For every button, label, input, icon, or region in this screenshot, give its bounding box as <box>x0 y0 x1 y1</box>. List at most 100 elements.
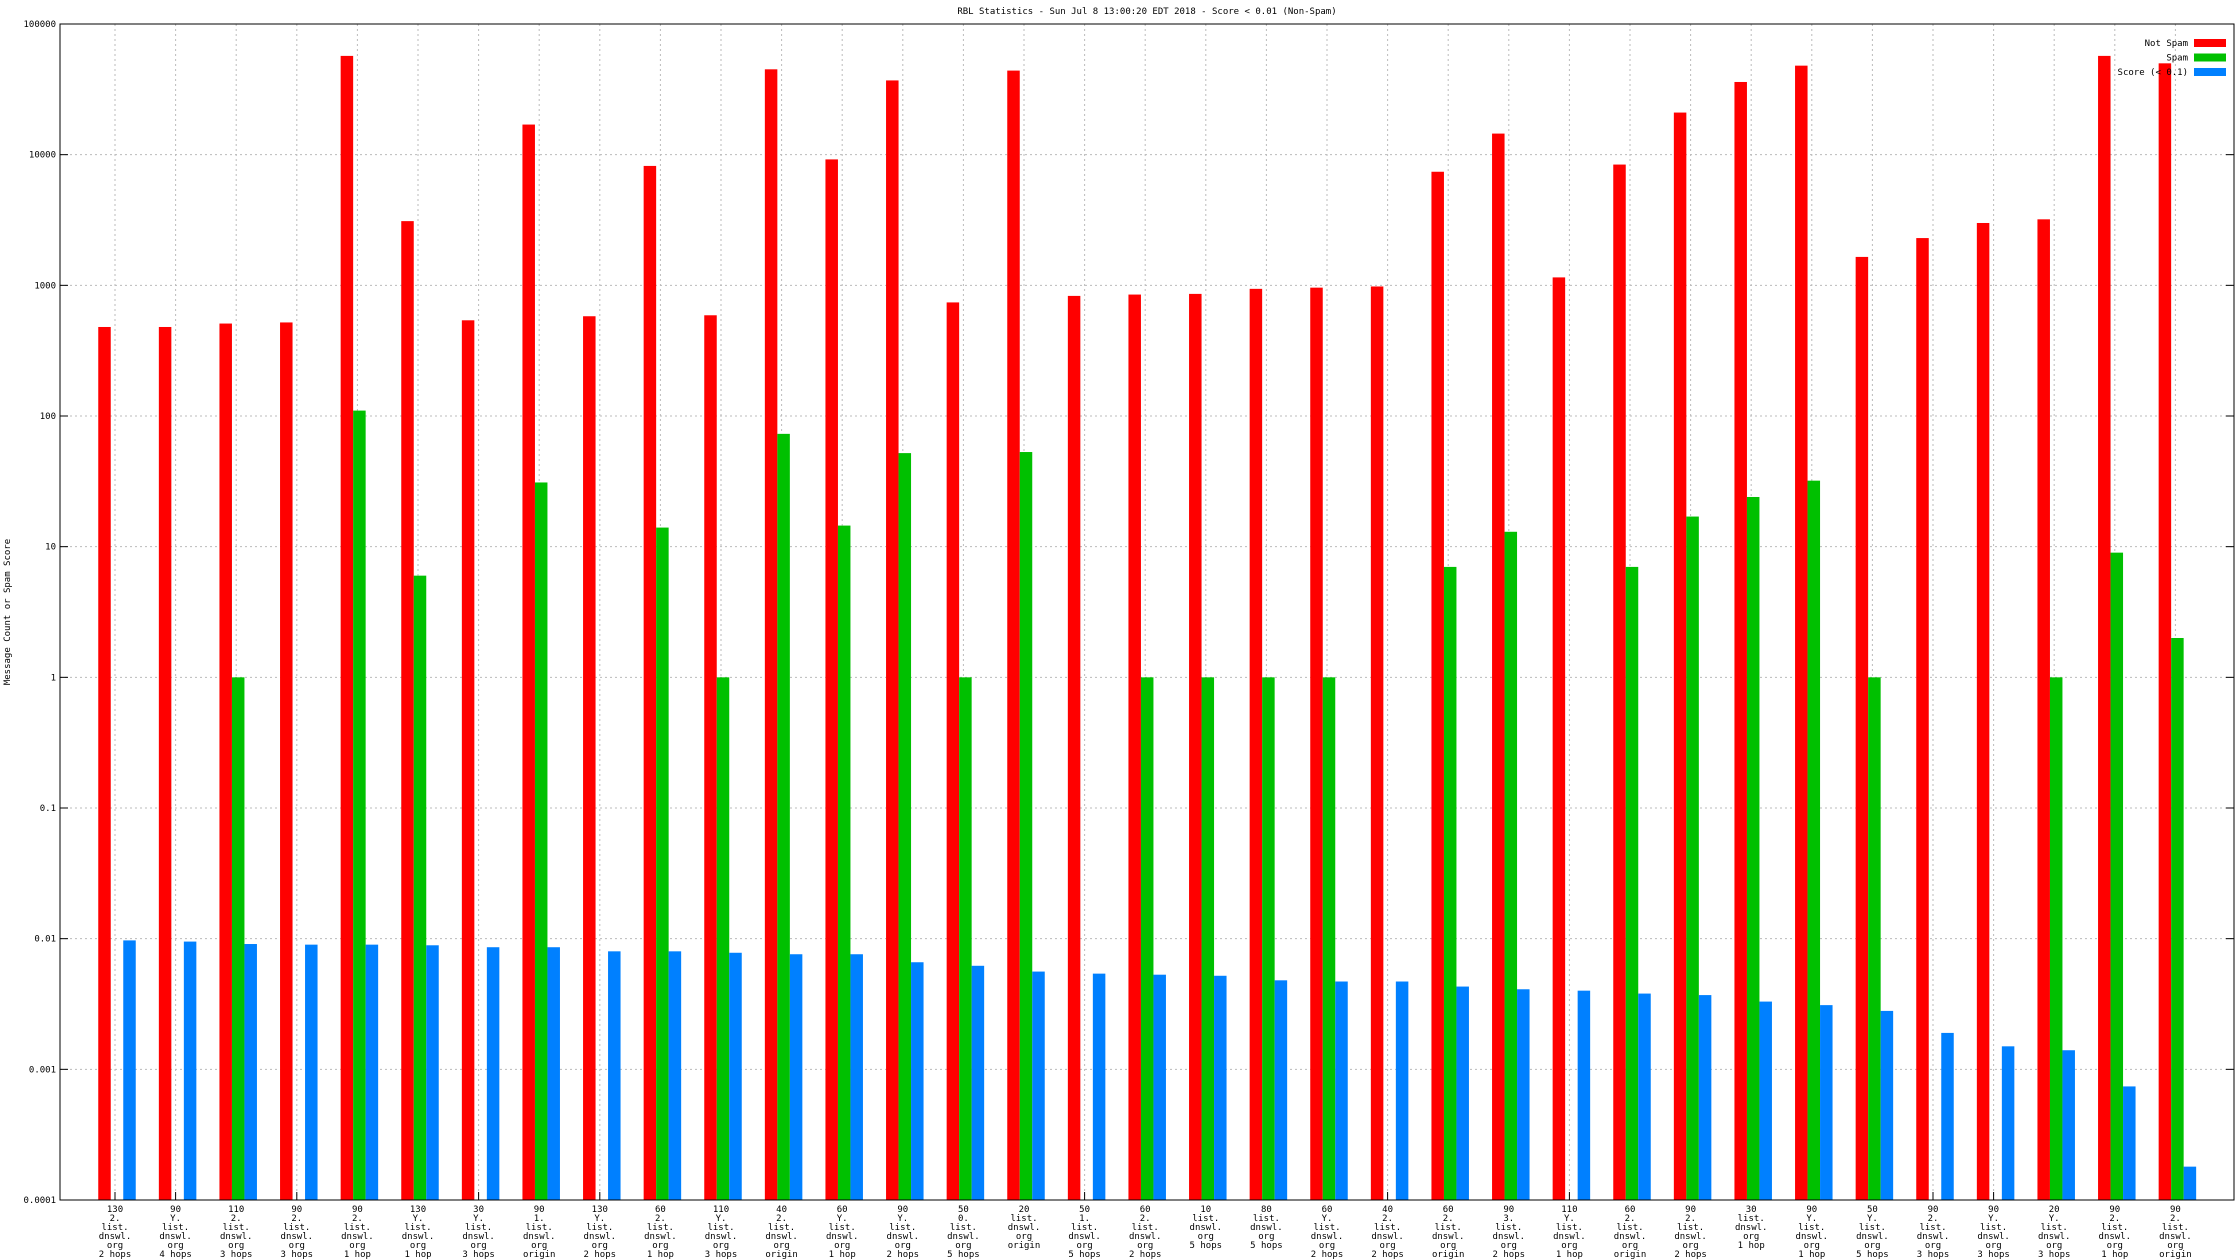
chart-title: RBL Statistics - Sun Jul 8 13:00:20 EDT … <box>957 7 1336 17</box>
bar <box>2110 552 2124 1200</box>
bar <box>426 945 439 1200</box>
y-tick-label: 1000 <box>34 281 56 291</box>
bar <box>1698 995 1712 1200</box>
plot-frame <box>59 23 2235 1201</box>
x-tick-label: 60 2. list. dnswl. org origin <box>1614 1205 1647 1260</box>
bar <box>2062 1050 2075 1200</box>
bar <box>1795 65 1808 1201</box>
y-tick-label: 0.0001 <box>23 1196 56 1206</box>
x-tick-label: 90 Y. list. dnswl. org 1 hop <box>1796 1205 1829 1260</box>
bar <box>789 954 803 1200</box>
legend-label: Score (< 0.1) <box>2118 68 2188 78</box>
bar <box>583 316 596 1200</box>
bar <box>643 165 657 1200</box>
bar <box>729 952 742 1200</box>
bar <box>244 944 257 1200</box>
bar <box>1456 986 1469 1200</box>
bar <box>1638 993 1651 1200</box>
bar <box>2158 63 2172 1200</box>
x-tick-label: 90 2. list. dnswl. org 3 hops <box>281 1205 314 1260</box>
bar <box>1759 1001 1772 1200</box>
bar <box>2123 1086 2136 1200</box>
x-tick-label: 60 Y. list. dnswl. org 1 hop <box>826 1205 859 1260</box>
bar <box>1322 677 1336 1200</box>
bar <box>777 433 790 1201</box>
x-tick-label: 90 Y. list. dnswl. org 3 hops <box>1977 1205 2010 1260</box>
bar <box>1517 989 1530 1200</box>
bar <box>825 159 838 1200</box>
bar <box>353 410 366 1200</box>
x-tick-label: 90 2. list. dnswl. org 3 hops <box>1917 1205 1950 1260</box>
x-tick-label: 80 list. dnswl. org 5 hops <box>1250 1205 1283 1251</box>
bar <box>668 951 682 1200</box>
x-tick-label: 30 Y. list. dnswl. org 3 hops <box>462 1205 495 1260</box>
x-tick-label: 90 Y. list. dnswl. org 4 hops <box>159 1205 192 1260</box>
bar <box>1807 480 1821 1200</box>
bar <box>1504 531 1518 1200</box>
legend-swatch <box>2194 68 2226 76</box>
bar <box>1262 677 1275 1200</box>
x-tick-label: 110 2. list. dnswl. org 3 hops <box>220 1205 253 1260</box>
bar <box>911 962 924 1200</box>
bar <box>1577 990 1591 1200</box>
bar <box>1395 981 1409 1200</box>
bar <box>1214 975 1227 1200</box>
x-tick-label: 60 Y. list. dnswl. org 2 hops <box>1311 1205 1344 1260</box>
bar <box>534 482 548 1201</box>
x-tick-label: 30 list. dnswl. org 1 hop <box>1735 1205 1768 1251</box>
legend-swatch <box>2194 39 2226 47</box>
bar <box>280 322 293 1200</box>
bar <box>1140 677 1154 1200</box>
bar <box>1880 1010 1894 1200</box>
y-axis-label: Message Count or Spam Score <box>3 539 13 685</box>
bar <box>1443 566 1457 1200</box>
y-tick-label: 0.001 <box>29 1065 56 1075</box>
y-tick-label: 100000 <box>23 20 56 30</box>
bar <box>1941 1032 1954 1200</box>
x-tick-label: 130 Y. list. dnswl. org 1 hop <box>402 1205 435 1260</box>
x-tick-label: 60 2. list. dnswl. org origin <box>1432 1205 1465 1260</box>
y-tick-label: 0.01 <box>34 935 56 945</box>
bar <box>1153 974 1166 1200</box>
bar <box>898 453 912 1200</box>
bar <box>1128 294 1141 1201</box>
bar <box>1019 452 1033 1200</box>
x-tick-label: 50 1. list. dnswl. org 5 hops <box>1068 1205 1101 1260</box>
x-tick-label: 90 2. list. dnswl. org origin <box>2159 1205 2192 1260</box>
x-tick-label: 20 list. dnswl. org origin <box>1008 1205 1041 1251</box>
bar <box>1492 133 1505 1200</box>
bar <box>365 944 379 1200</box>
x-tick-label: 110 Y. list. dnswl. org 3 hops <box>705 1205 738 1260</box>
x-tick-label: 50 0. list. dnswl. org 5 hops <box>947 1205 980 1260</box>
bar <box>1916 238 1929 1200</box>
x-tick-label: 90 2. list. dnswl. org 2 hops <box>1674 1205 1707 1260</box>
bar <box>486 947 500 1200</box>
x-tick-label: 20 Y. list. dnswl. org 3 hops <box>2038 1205 2071 1260</box>
bar <box>959 677 972 1200</box>
x-tick-label: 90 2. list. dnswl. org 1 hop <box>341 1205 374 1260</box>
bar <box>2037 219 2050 1200</box>
bar <box>1746 496 1760 1200</box>
bar <box>1686 516 1699 1200</box>
bar <box>764 69 778 1200</box>
bar <box>123 940 136 1200</box>
bar <box>401 221 414 1201</box>
bar <box>98 326 111 1200</box>
bar <box>1820 1005 1833 1200</box>
x-tick-label: 60 2. list. dnswl. org 1 hop <box>644 1205 677 1260</box>
bar <box>1274 980 1288 1200</box>
x-tick-label: 10 list. dnswl. org 5 hops <box>1190 1205 1223 1251</box>
bar <box>461 320 475 1200</box>
bar <box>1613 164 1626 1201</box>
bar <box>1007 70 1020 1200</box>
bar <box>837 525 851 1200</box>
x-tick-label: 90 3. list. dnswl. org 2 hops <box>1493 1205 1526 1260</box>
bar <box>1370 286 1384 1200</box>
bar <box>340 55 354 1200</box>
bar <box>2171 637 2184 1200</box>
x-tick-label: 40 2. list. dnswl. org origin <box>765 1205 798 1260</box>
x-tick-label: 50 Y. list. dnswl. org 5 hops <box>1856 1205 1889 1260</box>
bar <box>1625 566 1639 1200</box>
